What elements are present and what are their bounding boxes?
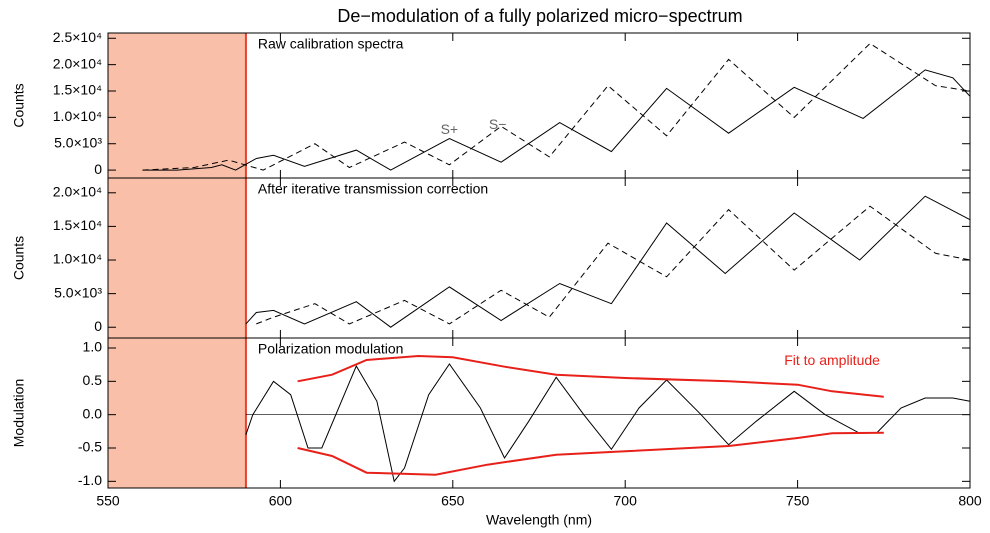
shaded-region xyxy=(108,338,246,488)
y-tick-label: 1.0×10⁴ xyxy=(53,251,102,267)
x-tick-label: 750 xyxy=(786,493,810,509)
data-line xyxy=(142,42,971,171)
data-line xyxy=(142,69,971,171)
y-tick-label: 1.5×10⁴ xyxy=(53,82,102,98)
x-tick-label: 550 xyxy=(96,493,120,509)
y-tick-label: 0.0 xyxy=(83,405,103,421)
x-tick-label: 650 xyxy=(441,493,465,509)
panel-label: Raw calibration spectra xyxy=(258,36,404,52)
y-axis-label: Counts xyxy=(11,236,27,280)
y-tick-label: 5.0×10³ xyxy=(54,134,102,150)
panel-label: Polarization modulation xyxy=(258,341,404,357)
y-tick-label: 0 xyxy=(94,318,102,334)
annotation: Fit to amplitude xyxy=(784,352,880,368)
x-tick-label: 800 xyxy=(958,493,982,509)
y-tick-label: -1.0 xyxy=(78,472,102,488)
y-tick-label: 2.5×10⁴ xyxy=(53,29,102,45)
data-line xyxy=(297,431,884,476)
shaded-region xyxy=(108,33,246,178)
x-tick-label: 600 xyxy=(269,493,293,509)
y-tick-label: 5.0×10³ xyxy=(54,284,102,300)
data-line xyxy=(245,195,971,328)
annotation: S− xyxy=(489,116,507,132)
y-axis-label: Counts xyxy=(11,83,27,127)
x-tick-label: 700 xyxy=(614,493,638,509)
shaded-region xyxy=(108,178,246,338)
y-tick-label: -0.5 xyxy=(78,439,102,455)
y-tick-label: 2.0×10⁴ xyxy=(53,55,102,71)
plot-frame xyxy=(107,337,971,489)
y-axis-label: Modulation xyxy=(11,379,27,448)
panel-label: After iterative transmission correction xyxy=(258,181,488,197)
y-tick-label: 2.0×10⁴ xyxy=(53,183,102,199)
data-line xyxy=(256,205,971,325)
y-tick-label: 1.5×10⁴ xyxy=(53,217,102,233)
chart-title: De−modulation of a fully polarized micro… xyxy=(337,6,742,26)
y-tick-label: 1.0 xyxy=(83,339,103,355)
annotation: S+ xyxy=(441,121,459,137)
x-axis-label: Wavelength (nm) xyxy=(486,512,592,528)
y-tick-label: 0 xyxy=(94,161,102,177)
data-line xyxy=(245,363,971,483)
y-tick-label: 0.5 xyxy=(83,372,103,388)
y-tick-label: 1.0×10⁴ xyxy=(53,108,102,124)
data-line xyxy=(297,354,884,398)
